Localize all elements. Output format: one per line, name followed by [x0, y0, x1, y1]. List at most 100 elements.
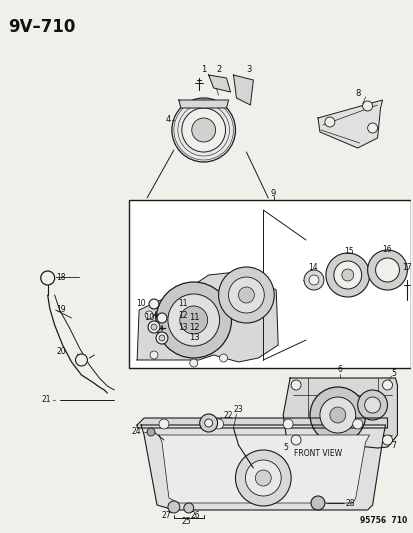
- Circle shape: [151, 324, 157, 330]
- Circle shape: [325, 253, 369, 297]
- Circle shape: [219, 354, 227, 362]
- Text: 95756  710: 95756 710: [359, 516, 406, 525]
- Text: 5: 5: [282, 442, 287, 451]
- Polygon shape: [208, 75, 230, 92]
- Circle shape: [171, 98, 235, 162]
- Text: 23: 23: [233, 406, 242, 415]
- Polygon shape: [280, 375, 396, 448]
- Circle shape: [181, 108, 225, 152]
- Text: 25: 25: [182, 518, 191, 527]
- Text: 19: 19: [57, 305, 66, 314]
- Circle shape: [218, 267, 273, 323]
- Circle shape: [309, 387, 365, 443]
- Circle shape: [357, 390, 387, 420]
- Circle shape: [255, 470, 271, 486]
- Circle shape: [329, 407, 345, 423]
- Text: 11: 11: [188, 313, 199, 322]
- Circle shape: [199, 414, 217, 432]
- Text: 27: 27: [161, 511, 171, 520]
- Circle shape: [168, 294, 219, 346]
- Circle shape: [324, 117, 334, 127]
- Circle shape: [290, 435, 300, 445]
- Text: 5: 5: [391, 368, 395, 377]
- Circle shape: [290, 380, 300, 390]
- Circle shape: [352, 419, 362, 429]
- Text: 13: 13: [188, 334, 199, 343]
- Text: 26: 26: [190, 511, 200, 520]
- Text: 3: 3: [246, 66, 251, 75]
- Text: 10: 10: [136, 300, 145, 309]
- Text: 18: 18: [57, 272, 66, 281]
- Text: 21: 21: [42, 395, 51, 405]
- Circle shape: [308, 275, 318, 285]
- Text: 12: 12: [178, 311, 187, 319]
- Circle shape: [282, 419, 292, 429]
- Text: 14: 14: [307, 263, 317, 272]
- Circle shape: [204, 419, 212, 427]
- Circle shape: [245, 460, 280, 496]
- Polygon shape: [317, 100, 382, 148]
- Circle shape: [310, 496, 324, 510]
- Polygon shape: [159, 435, 369, 503]
- Polygon shape: [282, 378, 396, 448]
- Text: 4: 4: [166, 116, 171, 125]
- Circle shape: [189, 359, 197, 367]
- Polygon shape: [141, 425, 385, 510]
- Bar: [129, 200, 411, 368]
- Circle shape: [145, 311, 153, 319]
- Circle shape: [333, 261, 361, 289]
- Text: 17: 17: [401, 263, 411, 272]
- Circle shape: [228, 277, 263, 313]
- Circle shape: [183, 503, 193, 513]
- Circle shape: [364, 397, 380, 413]
- Circle shape: [150, 351, 158, 359]
- Text: 28: 28: [345, 498, 354, 507]
- Circle shape: [156, 282, 231, 358]
- Circle shape: [157, 313, 166, 323]
- Circle shape: [159, 335, 164, 341]
- Circle shape: [367, 250, 406, 290]
- Text: 24: 24: [131, 427, 140, 437]
- Text: 13: 13: [178, 322, 187, 332]
- Text: 6: 6: [337, 366, 342, 375]
- Polygon shape: [137, 418, 387, 428]
- Circle shape: [319, 397, 355, 433]
- Text: 15: 15: [343, 247, 353, 256]
- Text: 12: 12: [188, 324, 199, 333]
- Circle shape: [362, 101, 372, 111]
- Circle shape: [149, 299, 159, 309]
- Polygon shape: [178, 100, 228, 108]
- Circle shape: [382, 380, 392, 390]
- Circle shape: [191, 118, 215, 142]
- Circle shape: [159, 419, 169, 429]
- Circle shape: [147, 428, 154, 436]
- Text: 1: 1: [200, 66, 205, 75]
- Circle shape: [179, 306, 207, 334]
- Circle shape: [382, 435, 392, 445]
- Text: 22: 22: [223, 411, 233, 421]
- Circle shape: [235, 450, 290, 506]
- Polygon shape: [233, 75, 253, 105]
- Text: 20: 20: [57, 348, 66, 357]
- Circle shape: [341, 269, 353, 281]
- Circle shape: [168, 501, 179, 513]
- Polygon shape: [137, 272, 278, 362]
- Circle shape: [75, 354, 87, 366]
- Circle shape: [148, 321, 159, 333]
- Circle shape: [303, 270, 323, 290]
- Circle shape: [40, 271, 55, 285]
- Text: 16: 16: [382, 246, 391, 254]
- Circle shape: [367, 123, 377, 133]
- Text: 10: 10: [144, 313, 154, 322]
- Text: 9V–710: 9V–710: [8, 18, 75, 36]
- Text: 2: 2: [216, 66, 221, 75]
- Text: 7: 7: [391, 440, 395, 449]
- Text: 9: 9: [270, 189, 275, 198]
- Text: 8: 8: [355, 88, 360, 98]
- Circle shape: [375, 258, 399, 282]
- Text: FRONT VIEW: FRONT VIEW: [293, 449, 341, 458]
- Circle shape: [238, 287, 254, 303]
- Circle shape: [156, 332, 168, 344]
- Circle shape: [213, 419, 223, 429]
- Text: 11: 11: [178, 300, 187, 309]
